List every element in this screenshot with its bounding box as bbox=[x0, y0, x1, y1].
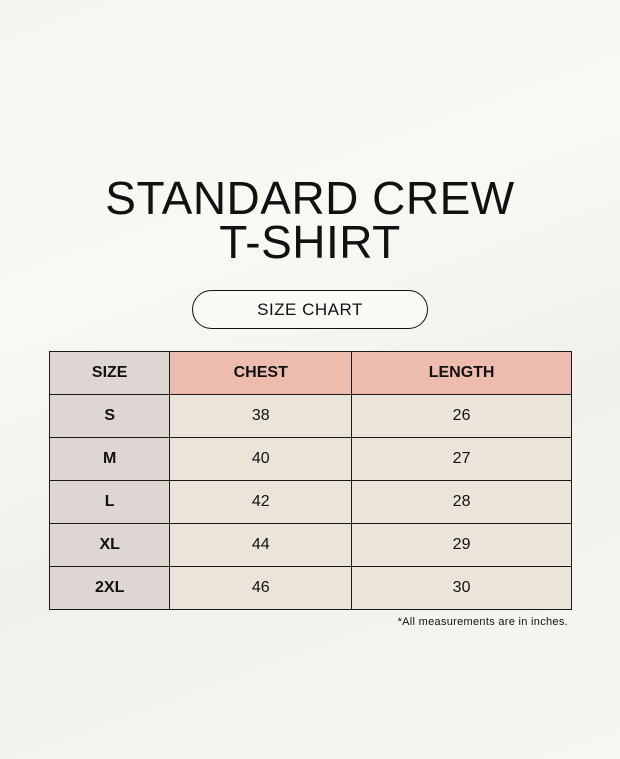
cell-length: 30 bbox=[351, 566, 572, 610]
title-line-1: STANDARD CREW bbox=[105, 172, 515, 224]
cell-chest: 46 bbox=[169, 566, 353, 610]
cell-chest: 40 bbox=[169, 437, 353, 481]
table-row: S 38 26 bbox=[48, 394, 572, 438]
cell-length: 28 bbox=[351, 480, 572, 524]
table-row: L 42 28 bbox=[48, 480, 572, 524]
page-title: STANDARD CREW T-SHIRT bbox=[0, 172, 620, 268]
table-header-row: SIZE CHEST LENGTH bbox=[48, 351, 572, 395]
cell-length: 26 bbox=[351, 394, 572, 438]
table-row: 2XL 46 30 bbox=[48, 566, 572, 610]
table-row: M 40 27 bbox=[48, 437, 572, 481]
cell-size: 2XL bbox=[48, 566, 171, 610]
cell-size: XL bbox=[48, 523, 171, 567]
size-chart-label: SIZE CHART bbox=[192, 290, 428, 329]
cell-chest: 44 bbox=[169, 523, 353, 567]
title-line-2: T-SHIRT bbox=[219, 216, 401, 268]
size-table: SIZE CHEST LENGTH S 38 26 M 40 27 L 42 28 XL 44 29 2… bbox=[48, 351, 572, 610]
cell-length: 29 bbox=[351, 523, 572, 567]
header-length: LENGTH bbox=[351, 351, 572, 395]
table-row: XL 44 29 bbox=[48, 523, 572, 567]
cell-size: M bbox=[48, 437, 171, 481]
cell-size: L bbox=[48, 480, 171, 524]
cell-chest: 42 bbox=[169, 480, 353, 524]
cell-length: 27 bbox=[351, 437, 572, 481]
measurement-note: *All measurements are in inches. bbox=[397, 616, 568, 628]
header-size: SIZE bbox=[48, 351, 171, 395]
header-chest: CHEST bbox=[169, 351, 353, 395]
cell-chest: 38 bbox=[169, 394, 353, 438]
cell-size: S bbox=[48, 394, 171, 438]
